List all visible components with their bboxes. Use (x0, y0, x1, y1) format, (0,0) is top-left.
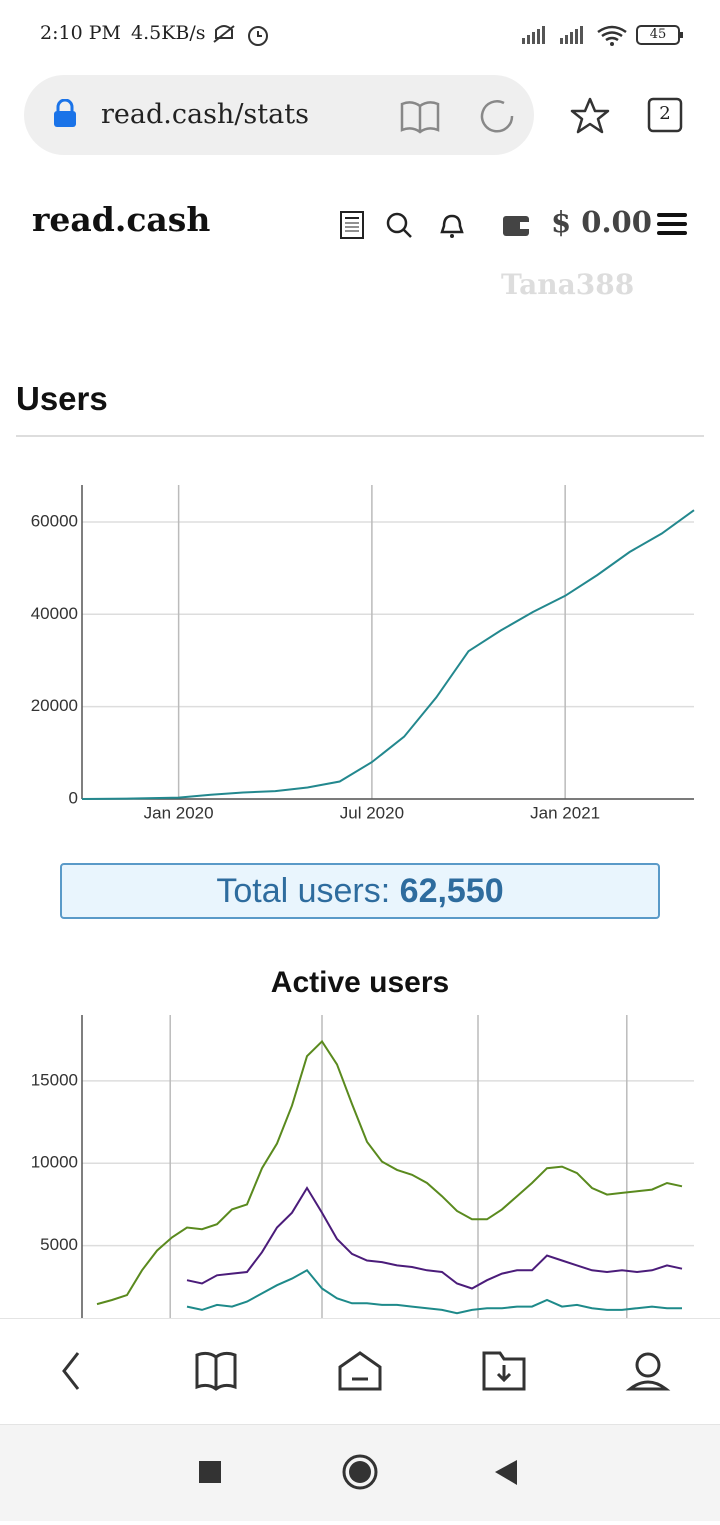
x-tick-label: Jan 2021 (530, 803, 600, 822)
battery-level: 45 (649, 27, 667, 42)
tab-count[interactable]: 2 (659, 103, 671, 124)
system-nav-icons[interactable] (0, 1425, 720, 1521)
y-tick-label: 40000 (31, 604, 78, 623)
y-tick-label: 0 (69, 788, 78, 807)
url-icons[interactable] (400, 96, 520, 136)
y-tick-label: 5000 (40, 1235, 78, 1254)
url-bar[interactable] (24, 75, 534, 155)
chart-title: Active users (271, 966, 449, 999)
x-tick-label: Jan 2020 (144, 803, 214, 822)
status-speed: 4.5KB/s (131, 22, 206, 44)
username-watermark: Tana388 (501, 268, 635, 301)
status-icons (213, 25, 268, 46)
y-tick-label: 15000 (31, 1070, 78, 1089)
toolbar-icons[interactable] (570, 96, 690, 136)
balance[interactable]: $ 0.00 (551, 205, 652, 239)
series-line (186, 1186, 683, 1290)
site-logo[interactable]: read.cash (32, 200, 211, 239)
series-line (96, 1039, 683, 1306)
section-title: Users (16, 380, 108, 417)
lock-icon (54, 99, 76, 127)
total-label: Total users: (216, 872, 391, 910)
y-tick-label: 60000 (31, 511, 78, 530)
series-line (81, 509, 695, 800)
bottom-nav (0, 1318, 720, 1425)
x-tick-label: Jul 2020 (340, 803, 404, 822)
status-time: 2:10 PM (40, 22, 121, 44)
url-text[interactable]: read.cash/stats (101, 99, 309, 130)
site-icons[interactable] (338, 208, 538, 242)
y-tick-label: 20000 (31, 696, 78, 715)
divider (16, 435, 704, 437)
menu-icon[interactable] (657, 212, 687, 236)
total-box: Total users: 62,550 (60, 863, 660, 919)
total-value: 62,550 (399, 872, 504, 910)
y-tick-label: 10000 (31, 1153, 78, 1172)
series-line (186, 1269, 682, 1315)
nav-icons[interactable] (0, 1319, 720, 1425)
status-right-icons (522, 25, 683, 46)
system-nav (0, 1424, 720, 1521)
